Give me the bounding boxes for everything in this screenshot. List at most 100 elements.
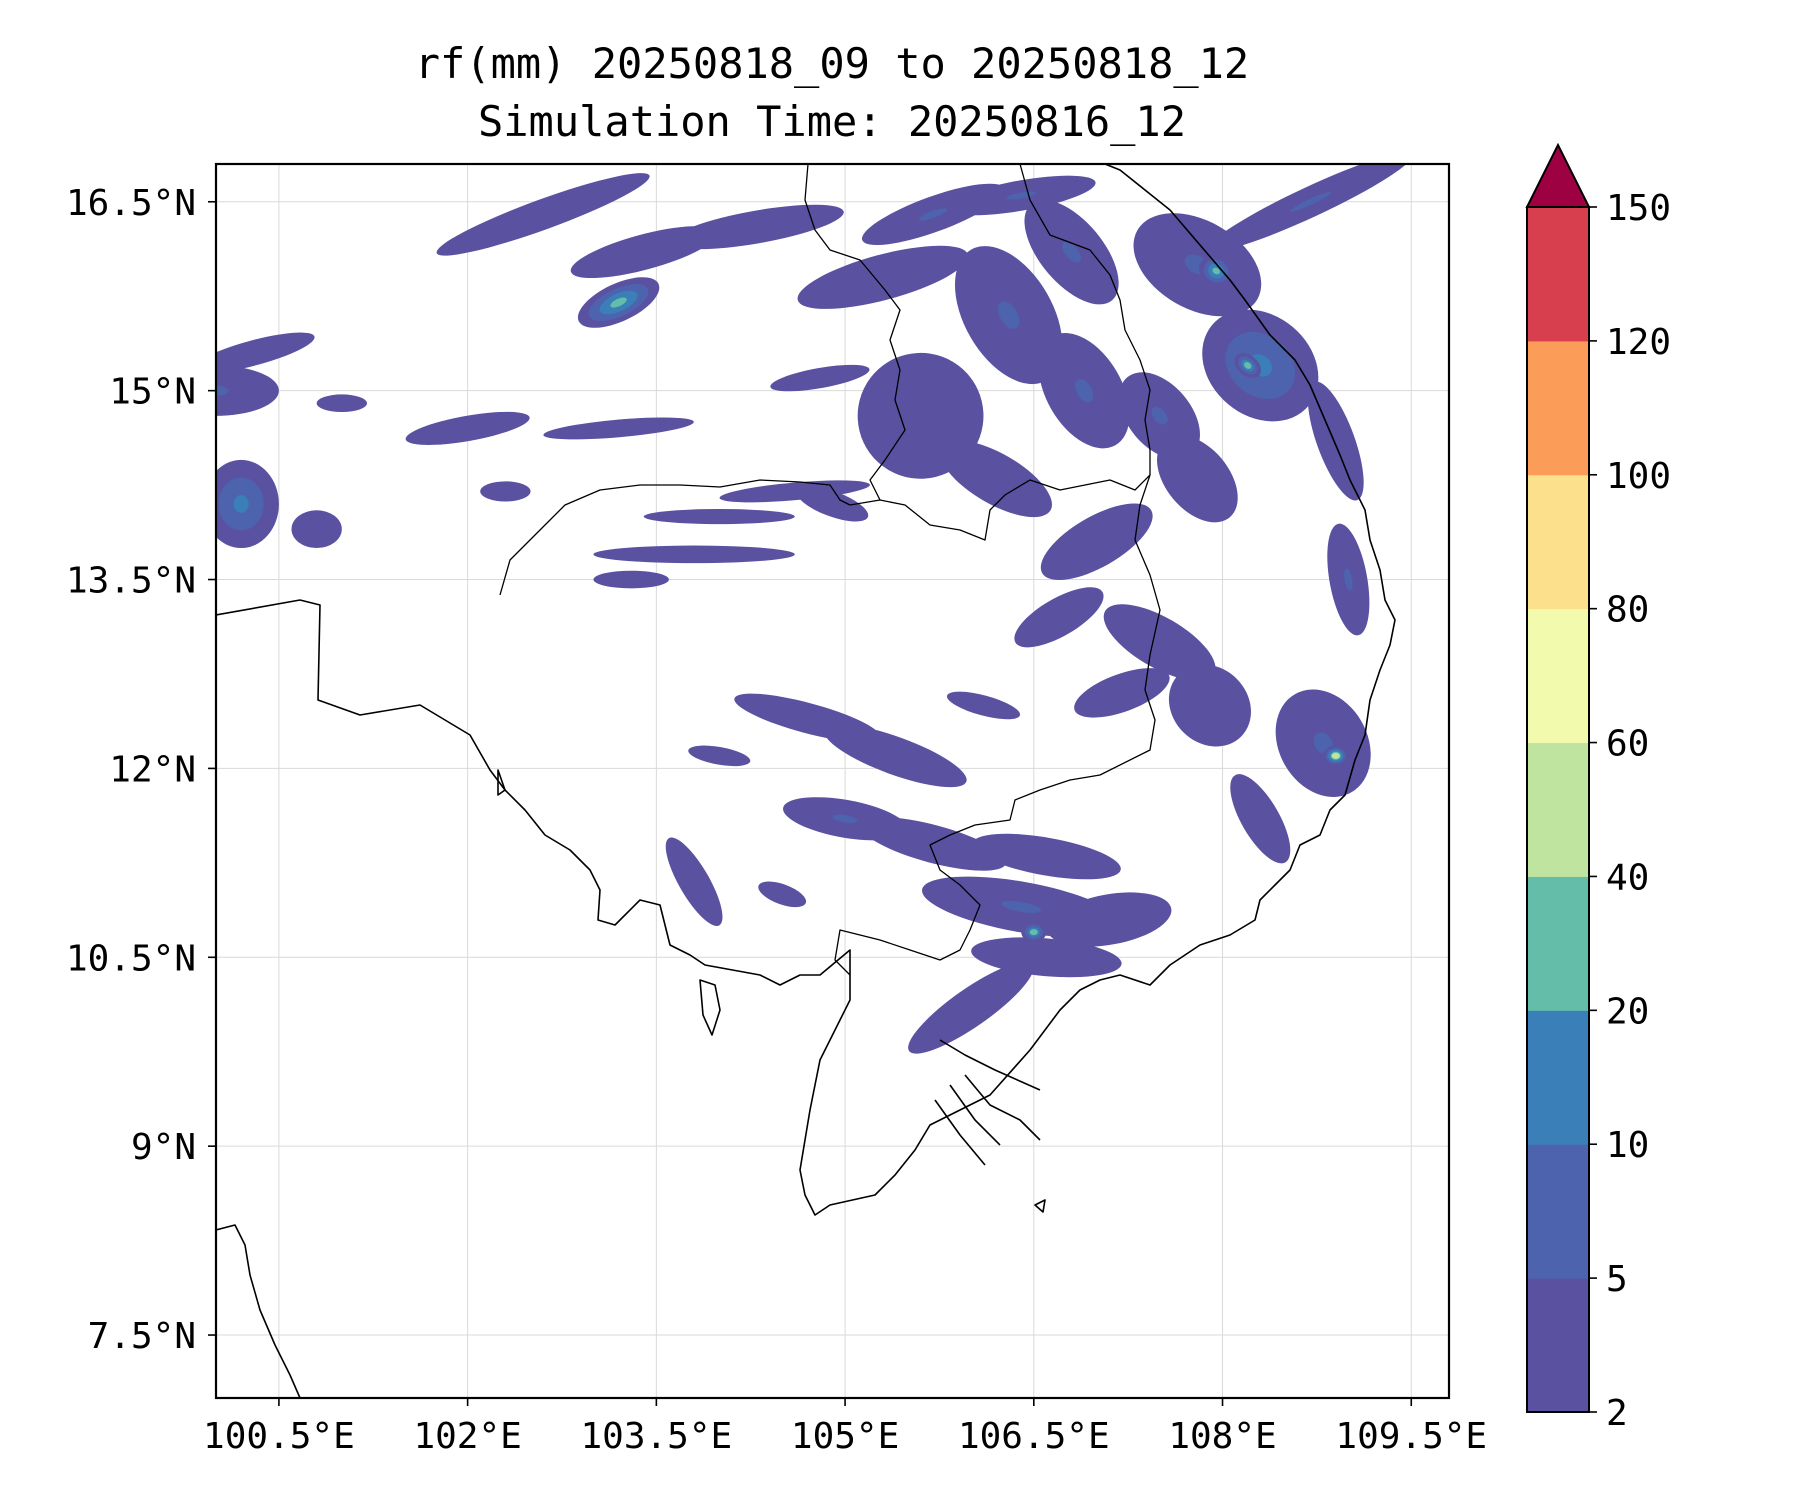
colorbar-tick-label: 150 bbox=[1606, 188, 1671, 229]
mekong-delta-channel-4 bbox=[939, 1039, 1041, 1091]
lon-tick-label: 109.5°E bbox=[1335, 1416, 1487, 1457]
lat-tick-label: 13.5°N bbox=[66, 561, 196, 602]
border-laos-vietnam bbox=[1019, 164, 1151, 475]
rain-cell-27-level-1 bbox=[1290, 191, 1332, 212]
colorbar-segment-5 bbox=[1527, 608, 1589, 744]
mekong-delta-channel-3 bbox=[934, 1099, 986, 1166]
colorbar-segment-4 bbox=[1527, 742, 1589, 877]
rain-cell-4-level-1 bbox=[216, 385, 229, 396]
rain-cell-46-level-0 bbox=[908, 961, 1034, 1054]
border-laos-thailand bbox=[804, 164, 906, 501]
lon-tick-label: 103.5°E bbox=[580, 1416, 732, 1457]
rain-cell-49-level-0 bbox=[758, 881, 807, 908]
lon-tick-label: 108°E bbox=[1168, 1416, 1276, 1457]
lon-tick-label: 106.5°E bbox=[958, 1416, 1110, 1457]
rain-cell-36-level-0 bbox=[1168, 664, 1251, 747]
coastline-thailand-east-peninsula bbox=[216, 1224, 301, 1398]
colorbar-tick-label: 80 bbox=[1606, 590, 1649, 631]
mekong-delta-channel-1 bbox=[964, 1074, 1041, 1141]
island-koh-kong bbox=[497, 769, 506, 796]
rain-cell-8-level-0 bbox=[405, 411, 530, 445]
rain-cell-3-level-0 bbox=[670, 204, 844, 250]
rain-cell-26-level-3 bbox=[1244, 362, 1252, 369]
rain-cell-34-level-0 bbox=[1103, 604, 1216, 681]
rain-cell-54-level-0 bbox=[316, 394, 367, 413]
rain-cell-6-level-2 bbox=[233, 495, 249, 513]
rain-cell-19-level-1 bbox=[1062, 241, 1081, 263]
rain-cell-47-level-3 bbox=[1029, 929, 1038, 936]
rain-cell-22-level-0 bbox=[1014, 587, 1104, 648]
island-con-dao bbox=[1034, 1199, 1046, 1213]
colorbar-frame bbox=[1526, 206, 1590, 1413]
colorbar-segment-7 bbox=[1527, 340, 1589, 476]
rain-cell-0-level-3 bbox=[610, 297, 627, 308]
rain-cell-53-level-0 bbox=[480, 481, 531, 502]
lat-tick-label: 7.5°N bbox=[88, 1316, 196, 1357]
colorbar-segment-8 bbox=[1527, 207, 1589, 342]
colorbar-segment-0 bbox=[1527, 1278, 1589, 1413]
rain-cell-10-level-0 bbox=[719, 480, 870, 503]
colorbar-segment-2 bbox=[1527, 1010, 1589, 1145]
colorbar-tick-label: 5 bbox=[1606, 1259, 1628, 1300]
rain-cell-31-level-1 bbox=[1344, 568, 1353, 591]
lon-tick-label: 105°E bbox=[791, 1416, 899, 1457]
rain-cell-37-level-0 bbox=[1230, 774, 1291, 864]
rain-cell-44-level-0 bbox=[1047, 892, 1172, 947]
rain-cell-56-level-0 bbox=[796, 486, 869, 522]
lat-tick-label: 15°N bbox=[109, 372, 196, 413]
map-frame bbox=[214, 162, 1451, 1400]
coastlines bbox=[216, 164, 1396, 1398]
rain-cell-50-level-0 bbox=[946, 691, 1021, 720]
chart-subtitle: Simulation Time: 20250816_12 bbox=[478, 97, 1186, 146]
mekong-delta-channel-2 bbox=[949, 1084, 1001, 1146]
rain-cell-4-level-0 bbox=[216, 365, 279, 416]
lat-tick-label: 16.5°N bbox=[66, 183, 196, 224]
colorbar-segment-3 bbox=[1527, 876, 1589, 1011]
rain-cell-42-level-0 bbox=[971, 833, 1121, 880]
rain-cell-43-level-1 bbox=[1001, 900, 1042, 913]
country-borders bbox=[499, 164, 1161, 976]
island-phu-quoc bbox=[699, 979, 721, 1036]
rain-cell-52-level-0 bbox=[593, 570, 669, 589]
lat-tick-label: 12°N bbox=[109, 749, 196, 790]
rain-cell-13-level-0 bbox=[797, 245, 969, 309]
border-thailand-cambodia bbox=[499, 479, 851, 596]
rain-cell-28-level-1 bbox=[1151, 407, 1168, 425]
coastline-thailand-gulf bbox=[216, 164, 1396, 1216]
rain-cell-5-level-0 bbox=[216, 332, 315, 374]
axis-ticks: 100.5°E 102°E 103.5°E 105°E 106.5°E 108°E 109.… bbox=[66, 183, 1487, 1457]
lon-tick-label: 102°E bbox=[413, 1416, 521, 1457]
rain-cell-14-level-1 bbox=[918, 208, 948, 221]
colorbar-tick-label: 20 bbox=[1606, 991, 1649, 1032]
colorbar-tick-label: 2 bbox=[1606, 1393, 1628, 1434]
rain-cell-11-level-0 bbox=[593, 545, 795, 564]
rain-cell-39-level-0 bbox=[824, 724, 967, 788]
rain-cell-48-level-0 bbox=[665, 837, 723, 926]
rain-cell-12-level-0 bbox=[643, 509, 795, 525]
rain-cell-1-level-0 bbox=[436, 173, 650, 256]
colorbar-extend-arrow bbox=[1525, 142, 1591, 208]
lon-tick-label: 100.5°E bbox=[203, 1416, 355, 1457]
colorbar-tick-label: 100 bbox=[1606, 456, 1671, 497]
rainfall-contours bbox=[216, 164, 1414, 1054]
border-cambodia-vietnam bbox=[834, 474, 1161, 976]
colorbar-tick-label: 60 bbox=[1606, 724, 1649, 765]
rain-cell-51-level-0 bbox=[688, 745, 751, 767]
map-gridlines bbox=[216, 164, 1449, 1398]
rain-cell-7-level-0 bbox=[291, 510, 342, 549]
rain-cell-20-level-0 bbox=[940, 440, 1052, 518]
lat-tick-label: 9°N bbox=[131, 1127, 196, 1168]
rain-cell-24-level-3 bbox=[1212, 267, 1221, 275]
rain-cell-55-level-0 bbox=[770, 364, 870, 392]
border-cambodia-laos bbox=[849, 474, 1151, 541]
map-content bbox=[216, 164, 1449, 1398]
rain-cell-18-level-1 bbox=[1075, 379, 1094, 403]
colorbar-tick-label: 10 bbox=[1606, 1125, 1649, 1166]
colorbar: 2 5 10 20 40 60 80 100 120 150 bbox=[1525, 142, 1671, 1434]
colorbar-segment-6 bbox=[1527, 474, 1589, 610]
lat-tick-label: 10.5°N bbox=[66, 938, 196, 979]
rain-cell-21-level-0 bbox=[1040, 503, 1153, 581]
chart-title: rf(mm) 20250818_09 to 20250818_12 bbox=[415, 39, 1249, 88]
rain-cell-17-level-1 bbox=[997, 301, 1020, 329]
rain-cell-29-level-0 bbox=[1157, 435, 1238, 523]
